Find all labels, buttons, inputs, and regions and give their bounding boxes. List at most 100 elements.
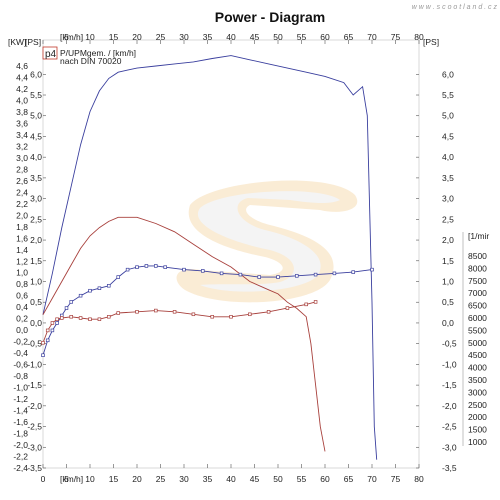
x-tick-label-bottom: 35 [203, 474, 213, 484]
legend-line-2: nach DIN 70020 [60, 56, 122, 66]
x-tick-label-top: 20 [132, 32, 142, 42]
plot-area-frame [42, 39, 420, 469]
series-3-point [60, 316, 64, 320]
kw-tick-label: 3,4 [16, 130, 28, 140]
series-3-point [266, 310, 271, 314]
kw-tick-label: -2,0 [13, 440, 28, 450]
series-3-point [45, 328, 50, 333]
ps-tick-label-right: -1,0 [442, 359, 457, 369]
ps-tick-label-right: -0,5 [442, 339, 457, 349]
series-2-point [45, 338, 50, 343]
series-2-point [219, 271, 224, 276]
series-2-point [78, 293, 83, 298]
right-rpm-unit: [1/mir [468, 231, 489, 241]
series-2-point [295, 274, 299, 278]
watermark-text: w w w . s c o o t l a n d . c z [412, 4, 498, 11]
rpm-tick-label: 4000 [468, 363, 487, 373]
kw-tick-label: 1,2 [16, 256, 28, 266]
kw-tick-label: 3,2 [16, 141, 28, 151]
series-3-point [88, 317, 92, 321]
ps-tick-label-left: 0,5 [30, 297, 42, 307]
x-tick-label-bottom: 15 [109, 474, 119, 484]
series-2-point [257, 275, 261, 279]
series-3-point [248, 312, 252, 317]
x-tick-label-top: 25 [156, 32, 166, 42]
ps-tick-label-right: 6,0 [442, 69, 454, 79]
kw-tick-label: -1,0 [13, 383, 28, 393]
series-line-1 [42, 216, 326, 452]
x-tick-label-top: 50 [273, 32, 283, 42]
series-3-point [107, 315, 111, 319]
x-tick-label-bottom: 65 [344, 474, 354, 484]
rpm-tick-label: 6500 [468, 301, 487, 311]
kw-tick-label: 4,2 [16, 84, 28, 94]
series-2-point [201, 269, 205, 273]
ps-tick-label-right: -1,5 [442, 380, 457, 390]
x-tick-label-top: 5 [64, 32, 69, 42]
ps-tick-label-left: -3,0 [27, 442, 42, 452]
series-2-point [69, 300, 73, 304]
ps-tick-label-left: 3,0 [30, 194, 42, 204]
ps-tick-label-right: 2,0 [442, 235, 454, 245]
kw-tick-label: 2,4 [16, 187, 28, 197]
ps-tick-label-left: 6,0 [30, 69, 42, 79]
x-tick-label-top: 10 [85, 32, 95, 42]
ps-tick-label-right: -3,5 [442, 463, 457, 473]
series-2-point [116, 275, 120, 279]
x-tick-label-top: 15 [109, 32, 119, 42]
x-tick-label-bottom: 0 [41, 474, 46, 484]
kw-tick-label: 2,6 [16, 176, 28, 186]
ps-tick-label-right: 3,0 [442, 194, 454, 204]
ps-tick-label-left: 5,5 [30, 90, 42, 100]
ps-tick-label-left: 5,0 [30, 111, 42, 121]
series-2-point [50, 328, 55, 333]
series-2-point [313, 272, 318, 277]
ps-tick-label-right: 3,5 [442, 173, 454, 183]
left-ps-unit: [PS] [25, 37, 41, 47]
ps-tick-label-left: -2,5 [27, 422, 42, 432]
kw-tick-label: -0,4 [13, 348, 28, 358]
ps-tick-label-right: -3,0 [442, 442, 457, 452]
x-tick-label-bottom: 25 [156, 474, 166, 484]
ps-tick-label-left: 1,0 [30, 277, 42, 287]
x-tick-label-bottom: 70 [367, 474, 377, 484]
ps-tick-label-right: 0,5 [442, 297, 454, 307]
series-2-point [125, 267, 130, 272]
kw-tick-label: 4,0 [16, 95, 28, 105]
kw-tick-label: 4,4 [16, 72, 28, 82]
kw-tick-label: -1,2 [13, 394, 28, 404]
series-2-point [135, 265, 139, 269]
rpm-tick-label: 1000 [468, 437, 487, 447]
series-2-point [97, 286, 102, 290]
series-2-point [107, 284, 111, 288]
rpm-tick-label: 7000 [468, 288, 487, 298]
ps-tick-label-left: 1,5 [30, 256, 42, 266]
bottom-x-unit: [km/h] [60, 474, 83, 484]
x-tick-label-top: 30 [179, 32, 189, 42]
kw-tick-label: 0,8 [16, 279, 28, 289]
x-tick-label-top: 60 [320, 32, 330, 42]
kw-tick-label: -0,2 [13, 337, 28, 347]
rpm-tick-label: 3500 [468, 375, 487, 385]
series-3-point [116, 311, 120, 315]
x-tick-label-bottom: 30 [179, 474, 189, 484]
right-ps-unit: [PS] [423, 37, 439, 47]
series-3-point [304, 302, 308, 307]
kw-tick-label: 1,4 [16, 245, 28, 255]
kw-tick-label: -2,4 [13, 463, 28, 473]
ps-tick-label-left: 4,0 [30, 152, 42, 162]
series-3-point [97, 317, 102, 321]
series-2-point [276, 275, 280, 279]
series-layer [41, 55, 378, 460]
series-2-point [144, 264, 149, 268]
rpm-tick-label: 8000 [468, 263, 487, 273]
ps-tick-label-right: 1,5 [442, 256, 454, 266]
ps-tick-label-left: -1,0 [27, 359, 42, 369]
x-tick-label-bottom: 40 [226, 474, 236, 484]
x-tick-label-bottom: 60 [320, 474, 330, 484]
rpm-tick-label: 6000 [468, 313, 487, 323]
series-2-point [55, 321, 59, 325]
rpm-tick-label: 2500 [468, 400, 487, 410]
series-line-0 [42, 55, 378, 460]
kw-tick-label: 1,0 [16, 268, 28, 278]
